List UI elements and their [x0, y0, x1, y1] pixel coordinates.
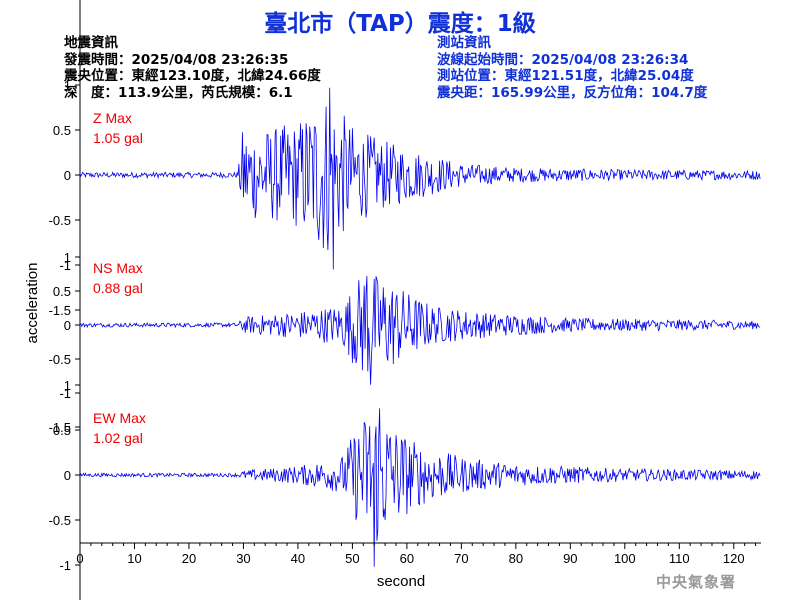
- station-info-heading: 測站資訊: [437, 35, 491, 51]
- max-acceleration-label: 1.02 gal: [93, 430, 143, 446]
- depth-magnitude: 深 度：113.9公里，芮氏規模：6.1: [64, 84, 293, 101]
- x-tick-label: 110: [669, 551, 690, 566]
- y-tick-label: 1: [64, 378, 71, 393]
- y-tick-label: 0: [64, 318, 71, 333]
- x-tick-label: 0: [76, 551, 83, 566]
- max-acceleration-label: 0.88 gal: [93, 280, 143, 296]
- max-acceleration-label: 1.05 gal: [93, 130, 143, 146]
- x-tick-label: 20: [182, 551, 196, 566]
- agency-credit: 中央氣象署: [656, 573, 737, 591]
- panel-3: 1 0.5 0 -0.5 -1 -1.5 EW Max 1.02 gal: [49, 378, 761, 600]
- x-axis: 0 10 20 30 40 50 60 70 80 90 100 110 120 second: [76, 542, 761, 590]
- y-tick-label: -1: [59, 386, 71, 401]
- y-tick-label: -0.5: [49, 352, 71, 367]
- y-tick-label: 0.5: [53, 123, 71, 138]
- x-tick-label: 50: [345, 551, 359, 566]
- x-tick-label: 10: [127, 551, 141, 566]
- y-tick-label: 0: [64, 468, 71, 483]
- y-tick-label: 0.5: [53, 423, 71, 438]
- x-axis-label: second: [377, 573, 425, 590]
- waveform-onset-time: 波線起始時間：2025/04/08 23:26:34: [437, 51, 689, 68]
- epicenter-location: 震央位置：東經123.10度，北緯24.66度: [64, 68, 321, 84]
- y-tick-label: 1: [64, 250, 71, 265]
- y-tick-label: -1: [59, 558, 71, 573]
- x-tick-label: 90: [563, 551, 577, 566]
- x-tick-label: 40: [291, 551, 305, 566]
- series-name-label: NS Max: [93, 260, 143, 276]
- panel-2: 1 0.5 0 -0.5 -1 -1.5 NS Max 0.88 gal: [49, 250, 761, 435]
- origin-time: 發震時間：2025/04/08 23:26:35: [64, 51, 289, 68]
- earthquake-info-heading: 地震資訊: [64, 35, 118, 51]
- station-info: 測站資訊 波線起始時間：2025/04/08 23:26:34 測站位置：東經1…: [437, 35, 707, 101]
- y-tick-label: -1.5: [49, 420, 71, 435]
- y-tick-label: -0.5: [49, 513, 71, 528]
- waveform-trace: [79, 87, 761, 270]
- y-tick-label: -0.5: [49, 213, 71, 228]
- earthquake-info: 地震資訊 發震時間：2025/04/08 23:26:35 震央位置：東經123…: [64, 35, 321, 101]
- y-tick-label: 1: [64, 78, 71, 93]
- y-tick-label: 0.5: [53, 284, 71, 299]
- station-location: 測站位置：東經121.51度，北緯25.04度: [437, 68, 694, 84]
- x-tick-label: 60: [400, 551, 414, 566]
- x-tick-label: 100: [614, 551, 636, 566]
- waveform-trace: [79, 408, 761, 567]
- waveform-trace: [79, 275, 761, 385]
- epicentral-distance: 震央距：165.99公里，反方位角：104.7度: [437, 84, 708, 101]
- y-axis-label: acceleration: [24, 263, 41, 344]
- x-tick-label: 30: [236, 551, 250, 566]
- y-tick-label: 0: [64, 168, 71, 183]
- chart-title: 臺北市（TAP）震度：1級: [264, 11, 536, 37]
- x-tick-label: 120: [723, 551, 745, 566]
- x-tick-label: 80: [509, 551, 523, 566]
- y-tick-label: -1: [59, 258, 71, 273]
- series-name-label: Z Max: [93, 110, 132, 126]
- panel-1: 1 0.5 0 -0.5 -1 -1.5 Z Max 1.05 gal: [49, 0, 761, 318]
- y-tick-label: -1.5: [49, 303, 71, 318]
- x-tick-label: 70: [454, 551, 468, 566]
- series-name-label: EW Max: [93, 410, 146, 426]
